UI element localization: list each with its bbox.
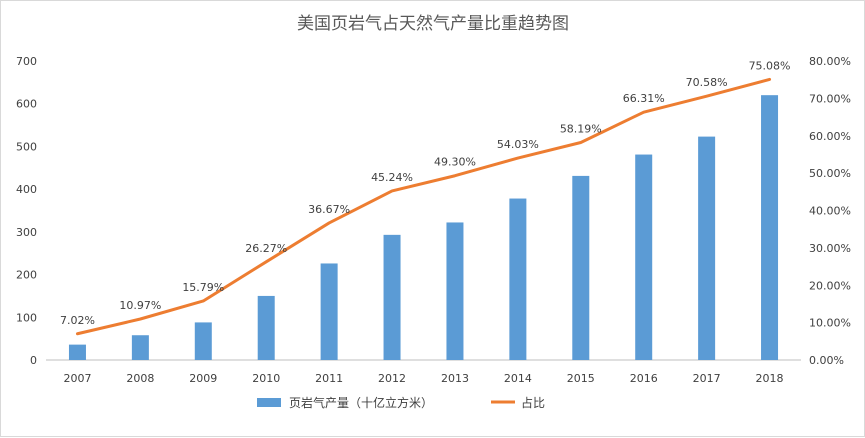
x-axis-tick-label: 2011 (315, 372, 343, 385)
x-axis-tick-label: 2016 (630, 372, 658, 385)
left-axis-tick-label: 0 (30, 354, 37, 367)
left-axis-tick-label: 400 (16, 183, 37, 196)
bar (446, 222, 464, 360)
line-data-label: 58.19% (560, 123, 602, 136)
bar (572, 175, 590, 360)
line-data-label: 66.31% (623, 92, 665, 105)
line-data-label: 15.79% (182, 281, 224, 294)
bar (131, 335, 149, 360)
left-axis-ticks: 0 100 200 300 400 500 600 700 (16, 55, 37, 367)
x-axis-tick-label: 2008 (126, 372, 154, 385)
x-axis-tick-label: 2017 (693, 372, 721, 385)
line-data-label: 70.58% (686, 76, 728, 89)
x-axis-ticks: 2007 2008 2009 2010 2011 2012 2013 2014 2015 2016… (63, 372, 783, 385)
right-axis-tick-label: 10.00% (809, 317, 851, 330)
right-axis-tick-label: 0.00% (809, 354, 844, 367)
right-axis-tick-label: 70.00% (809, 92, 851, 105)
legend: 页岩气产量（十亿立方米） 占比 (257, 395, 545, 410)
chart-title: 美国页岩气占天然气产量比重趋势图 (297, 14, 569, 34)
bar (761, 95, 779, 361)
bar (257, 295, 275, 360)
bar (383, 234, 401, 360)
line-data-labels: 7.02% 10.97% 15.79% 26.27% 36.67% 45.24% 49.30… (60, 59, 791, 326)
x-axis-tick-label: 2015 (567, 372, 595, 385)
bar-series (68, 95, 779, 361)
right-axis-tick-label: 80.00% (809, 55, 851, 68)
bar (194, 322, 212, 360)
line-data-label: 36.67% (308, 203, 350, 216)
bar (698, 136, 716, 360)
x-axis-tick-label: 2012 (378, 372, 406, 385)
bar (635, 154, 653, 360)
right-axis-tick-label: 20.00% (809, 279, 851, 292)
line-data-label: 10.97% (119, 299, 161, 312)
left-axis-tick-label: 500 (16, 140, 37, 153)
right-axis-tick-label: 50.00% (809, 167, 851, 180)
left-axis-tick-label: 600 (16, 98, 37, 111)
legend-line-label: 占比 (521, 395, 545, 410)
right-axis-tick-label: 60.00% (809, 130, 851, 143)
left-axis-tick-label: 100 (16, 311, 37, 324)
x-axis-tick-label: 2007 (63, 372, 91, 385)
right-axis-ticks: 0.00% 10.00% 20.00% 30.00% 40.00% 50.00% 60.00… (809, 55, 851, 367)
line-data-label: 75.08% (749, 59, 791, 72)
line-data-label: 7.02% (60, 314, 95, 327)
x-axis-tick-label: 2013 (441, 372, 469, 385)
line-data-label: 49.30% (434, 156, 476, 169)
left-axis-tick-label: 200 (16, 269, 37, 282)
right-axis-tick-label: 30.00% (809, 242, 851, 255)
bar (68, 344, 86, 360)
right-axis-tick-label: 40.00% (809, 205, 851, 218)
legend-bar-swatch (257, 398, 281, 407)
left-axis-tick-label: 700 (16, 55, 37, 68)
legend-bar-label: 页岩气产量（十亿立方米） (289, 395, 433, 410)
line-data-label: 26.27% (245, 242, 287, 255)
left-axis-tick-label: 300 (16, 226, 37, 239)
line-data-label: 45.24% (371, 171, 413, 184)
line-data-label: 54.03% (497, 138, 539, 151)
x-axis-tick-label: 2014 (504, 372, 532, 385)
line-series-path (75, 77, 772, 336)
bar (320, 263, 338, 360)
x-axis-tick-label: 2010 (252, 372, 280, 385)
line-series (75, 77, 772, 336)
x-axis-tick-label: 2018 (756, 372, 784, 385)
x-axis-tick-label: 2009 (189, 372, 217, 385)
bar (509, 198, 527, 360)
